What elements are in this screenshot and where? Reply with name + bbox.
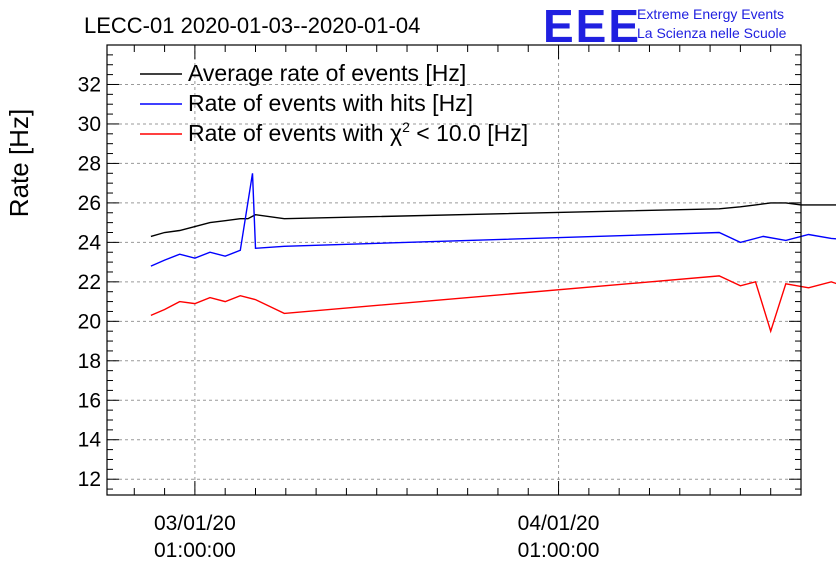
legend: Average rate of events [Hz] Rate of even… (140, 60, 528, 146)
y-tick-label: 18 (78, 350, 101, 373)
logo-mark: EEE (543, 0, 641, 52)
x-tick-label-date: 04/01/20 (518, 512, 600, 535)
series-line-0 (150, 202, 836, 238)
y-tick-label: 30 (78, 113, 101, 136)
legend-label-average: Average rate of events [Hz] (188, 60, 466, 86)
y-tick-label: 28 (78, 152, 101, 175)
y-axis-label: Rate [Hz] (4, 109, 34, 217)
y-tick-label: 24 (78, 231, 102, 254)
y-tick-label: 20 (78, 310, 101, 333)
legend-label-chi2: Rate of events with χ2 < 10.0 [Hz] (188, 119, 528, 146)
y-ticks: 12 14 16 18 20 22 24 26 28 30 32 (78, 54, 801, 491)
y-tick-label: 26 (78, 192, 101, 215)
x-ticks: 03/01/20 01:00:00 04/01/20 01:00:00 (133, 45, 772, 562)
series-line-1 (150, 173, 836, 267)
grid-lines (107, 45, 801, 495)
x-tick-label-time: 01:00:00 (154, 539, 236, 562)
y-tick-label: 12 (78, 468, 101, 491)
eee-logo: EEE Extreme Energy Events La Scienza nel… (543, 0, 787, 52)
plot-frame (106, 44, 802, 496)
y-tick-label: 22 (78, 271, 101, 294)
x-tick-label-time: 01:00:00 (518, 539, 600, 562)
y-tick-label: 14 (78, 429, 102, 452)
legend-label-hits: Rate of events with hits [Hz] (188, 90, 473, 116)
logo-line2: La Scienza nelle Scuole (637, 25, 787, 41)
chart-title: LECC-01 2020-01-03--2020-01-04 (84, 13, 420, 38)
logo-line1: Extreme Energy Events (637, 6, 784, 22)
y-tick-label: 16 (78, 389, 101, 412)
axes (106, 44, 802, 496)
series-line-2 (150, 275, 836, 334)
series-lines (150, 173, 836, 334)
x-tick-label-date: 03/01/20 (154, 512, 236, 535)
y-tick-label: 32 (78, 73, 101, 96)
